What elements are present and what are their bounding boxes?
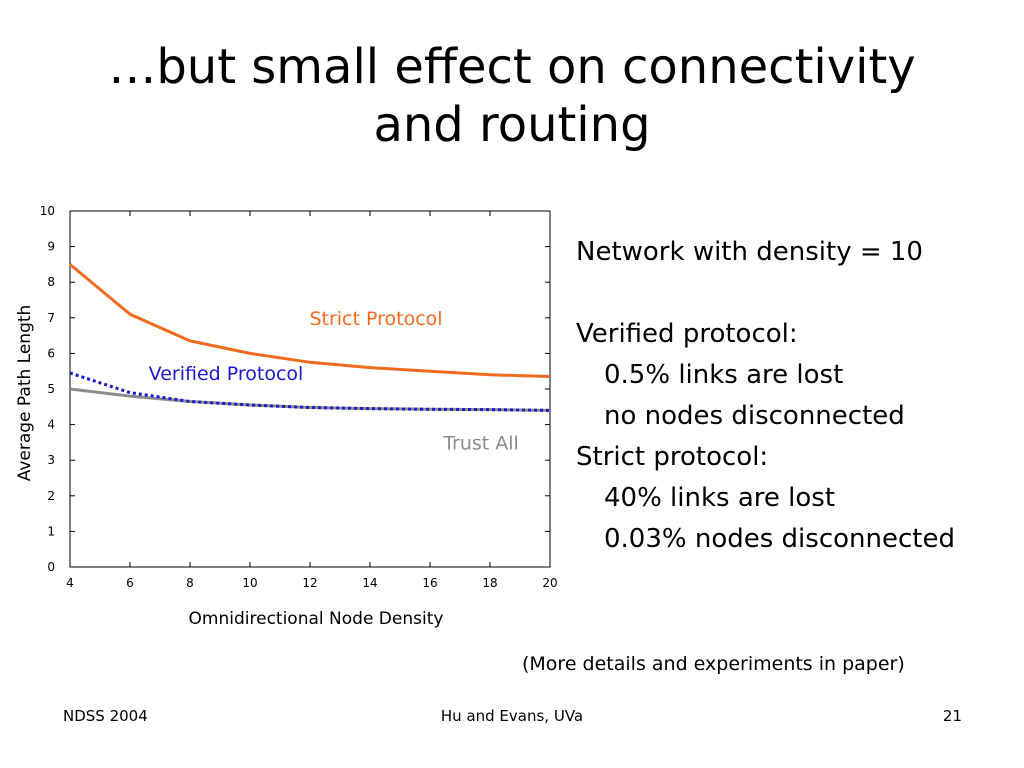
series-label-strict-protocol: Strict Protocol	[309, 308, 442, 330]
x-tick-label: 18	[482, 576, 497, 590]
y-tick-label: 0	[47, 560, 55, 574]
series-line-verified-protocol	[69, 371, 551, 412]
series-label-trust-all: Trust All	[442, 433, 519, 455]
slide-title: …but small effect on connectivity and ro…	[0, 38, 1024, 154]
y-tick-label: 1	[47, 524, 55, 538]
footer-conference: NDSS 2004	[63, 707, 148, 725]
x-tick-label: 14	[362, 576, 377, 590]
x-axis-label: Omnidirectional Node Density	[189, 609, 444, 629]
x-tick-label: 6	[126, 576, 134, 590]
slide-title-line-1: …but small effect on connectivity	[108, 39, 916, 95]
y-axis-label: Average Path Length	[15, 305, 35, 482]
y-tick-label: 2	[47, 489, 55, 503]
y-tick-label: 3	[47, 453, 55, 467]
y-tick-label: 9	[47, 240, 55, 254]
y-tick-label: 7	[47, 311, 55, 325]
series-line-trust-all	[69, 387, 551, 412]
x-tick-label: 8	[186, 576, 194, 590]
y-tick-label: 10	[40, 204, 55, 218]
y-tick-label: 8	[47, 275, 55, 289]
x-tick-label: 10	[242, 576, 257, 590]
note-spacer	[576, 273, 1016, 314]
note-strict-heading: Strict protocol:	[576, 442, 769, 472]
note-network-density: Network with density = 10	[576, 237, 923, 267]
slide-title-line-2: and routing	[373, 97, 651, 153]
x-tick-label: 4	[66, 576, 74, 590]
note-verified-links: 0.5% links are lost	[604, 360, 844, 390]
note-verified-nodes: no nodes disconnected	[604, 401, 905, 431]
plot-frame	[69, 210, 551, 568]
series-line-strict-protocol	[69, 263, 551, 378]
details-note: (More details and experiments in paper)	[522, 653, 905, 675]
y-tick-label: 5	[47, 382, 55, 396]
x-tick-label: 12	[302, 576, 317, 590]
footer-authors: Hu and Evans, UVa	[440, 707, 584, 725]
x-tick-label: 20	[542, 576, 557, 590]
x-tick-label: 16	[422, 576, 437, 590]
footer-page-number: 21	[942, 707, 962, 725]
y-tick-label: 4	[47, 418, 55, 432]
series-label-verified-protocol: Verified Protocol	[149, 363, 304, 385]
note-strict-nodes: 0.03% nodes disconnected	[604, 524, 955, 554]
note-strict-links: 40% links are lost	[604, 483, 836, 513]
note-verified-heading: Verified protocol:	[576, 319, 798, 349]
side-notes: Network with density = 10 Verified proto…	[576, 232, 1016, 560]
y-tick-label: 6	[47, 346, 55, 360]
